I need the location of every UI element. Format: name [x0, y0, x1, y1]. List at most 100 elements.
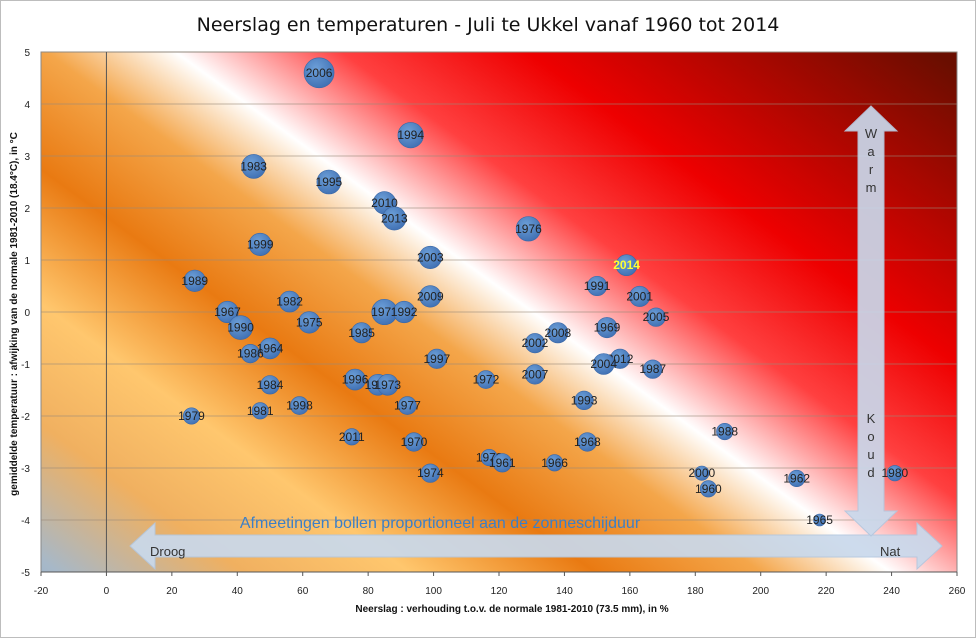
- bubble: [716, 423, 734, 441]
- vertical-arrow-icon: [843, 105, 899, 537]
- y-tick-label: -4: [21, 516, 30, 527]
- bubble-label: 1979: [178, 409, 205, 423]
- x-tick-label: 120: [491, 586, 508, 597]
- bubble-label: 1973: [374, 378, 401, 392]
- bubble: [343, 428, 361, 446]
- y-tick-label: 0: [24, 308, 30, 319]
- bubble-label: 1990: [227, 321, 254, 335]
- bubble: [596, 317, 618, 339]
- bubble-label: 1982: [276, 295, 303, 309]
- bubble-label: 2009: [417, 289, 444, 303]
- x-axis-label: Neerslag : verhouding t.o.v. de normale …: [355, 604, 668, 615]
- bubble-label: 2001: [626, 289, 653, 303]
- x-tick-label: 20: [166, 586, 178, 597]
- bubble: [290, 396, 309, 415]
- bubble: [228, 315, 253, 340]
- bubble-label: 2011: [339, 430, 365, 444]
- bubble-label: 1977: [394, 399, 421, 413]
- bubble: [344, 368, 366, 391]
- y-axis-label: gemiddelde temperatuur : afwijking van d…: [9, 132, 20, 496]
- bubble: [813, 513, 826, 527]
- bubble-label: 1969: [594, 321, 621, 335]
- y-tick-label: -3: [21, 464, 30, 475]
- bubble-label: 1995: [316, 175, 343, 189]
- bubble: [492, 453, 512, 473]
- bubble-label: 2014: [613, 258, 640, 272]
- bubble: [587, 275, 608, 297]
- bubble-label: 2002: [522, 336, 549, 350]
- x-tick-label: 80: [363, 586, 375, 597]
- bubble-label: 1962: [783, 471, 810, 485]
- bubble: [886, 465, 903, 482]
- bubble: [260, 375, 280, 395]
- bubble: [420, 463, 440, 483]
- bubble: [629, 285, 651, 307]
- bubble-size-annotation: Afmeetingen bollen proportioneel aan de …: [240, 515, 641, 532]
- bubble-label: 1964: [257, 341, 284, 355]
- bubble: [788, 469, 806, 487]
- y-tick-label: 5: [24, 48, 30, 59]
- x-tick-label: 40: [232, 586, 244, 597]
- bubble: [376, 373, 399, 396]
- x-tick-label: 220: [818, 586, 835, 597]
- bubble: [419, 285, 442, 308]
- bubble-label: 1976: [515, 222, 542, 236]
- bubble: [574, 390, 594, 411]
- bubble-label: 2003: [417, 250, 444, 264]
- bubble-label: 1999: [247, 237, 274, 251]
- bubble-label: 1985: [348, 326, 375, 340]
- bubble: [643, 359, 663, 379]
- bubble-label: 1987: [639, 362, 666, 376]
- bubble: [298, 311, 321, 334]
- bubble: [694, 465, 710, 481]
- x-tick-label: 60: [297, 586, 309, 597]
- bubble-label: 1986: [237, 347, 264, 361]
- bubble-label: 1968: [574, 435, 601, 449]
- x-axis-ticks: -20 0 20 40 60 80 100 120 140 160 180 200 220 240 260: [34, 572, 966, 597]
- bubble: [404, 432, 424, 452]
- bubble: [524, 333, 546, 354]
- bubble: [547, 322, 569, 344]
- bubble-label: 2007: [522, 367, 549, 381]
- x-tick-label: 140: [556, 586, 573, 597]
- bubble: [515, 216, 542, 242]
- bubble-label: 1998: [286, 399, 313, 413]
- y-axis-ticks: -5 -4 -3 -2 -1 0 1 2 3 4 5: [21, 48, 30, 579]
- bubble-label: 1961: [489, 456, 516, 470]
- bubble: [699, 480, 717, 498]
- bubble-label: 1996: [342, 373, 369, 387]
- arrow-left-label: Droog: [150, 544, 185, 559]
- bubble: [524, 364, 546, 385]
- bubble: [476, 370, 496, 389]
- bubble-label: 1975: [296, 315, 323, 329]
- bubble: [183, 269, 206, 292]
- y-tick-label: 3: [24, 152, 30, 163]
- y-tick-label: 1: [24, 256, 30, 267]
- arrow-right-label: Nat: [880, 544, 901, 559]
- bubble: [259, 337, 281, 360]
- bubble-label: 1994: [397, 128, 424, 142]
- y-tick-label: 2: [24, 204, 30, 215]
- bubble-label: 1970: [401, 435, 428, 449]
- y-tick-label: -2: [21, 412, 30, 423]
- bubble-label: 1981: [247, 404, 274, 418]
- bubble: [398, 396, 417, 415]
- bubble-label: 1988: [711, 425, 738, 439]
- x-tick-label: 180: [687, 586, 704, 597]
- x-tick-label: 260: [949, 586, 966, 597]
- bubble: [418, 245, 442, 269]
- y-tick-label: -5: [21, 568, 30, 579]
- x-tick-label: 200: [752, 586, 769, 597]
- bubble-label: 2005: [643, 310, 670, 324]
- y-tick-label: 4: [24, 100, 30, 111]
- bubble: [303, 57, 335, 89]
- bubble-label: 1980: [881, 466, 908, 480]
- bubble-label: 1967: [214, 305, 241, 319]
- bubble-label: 1971: [371, 305, 398, 319]
- bubble-label: 1960: [695, 482, 722, 496]
- x-tick-label: -20: [34, 586, 49, 597]
